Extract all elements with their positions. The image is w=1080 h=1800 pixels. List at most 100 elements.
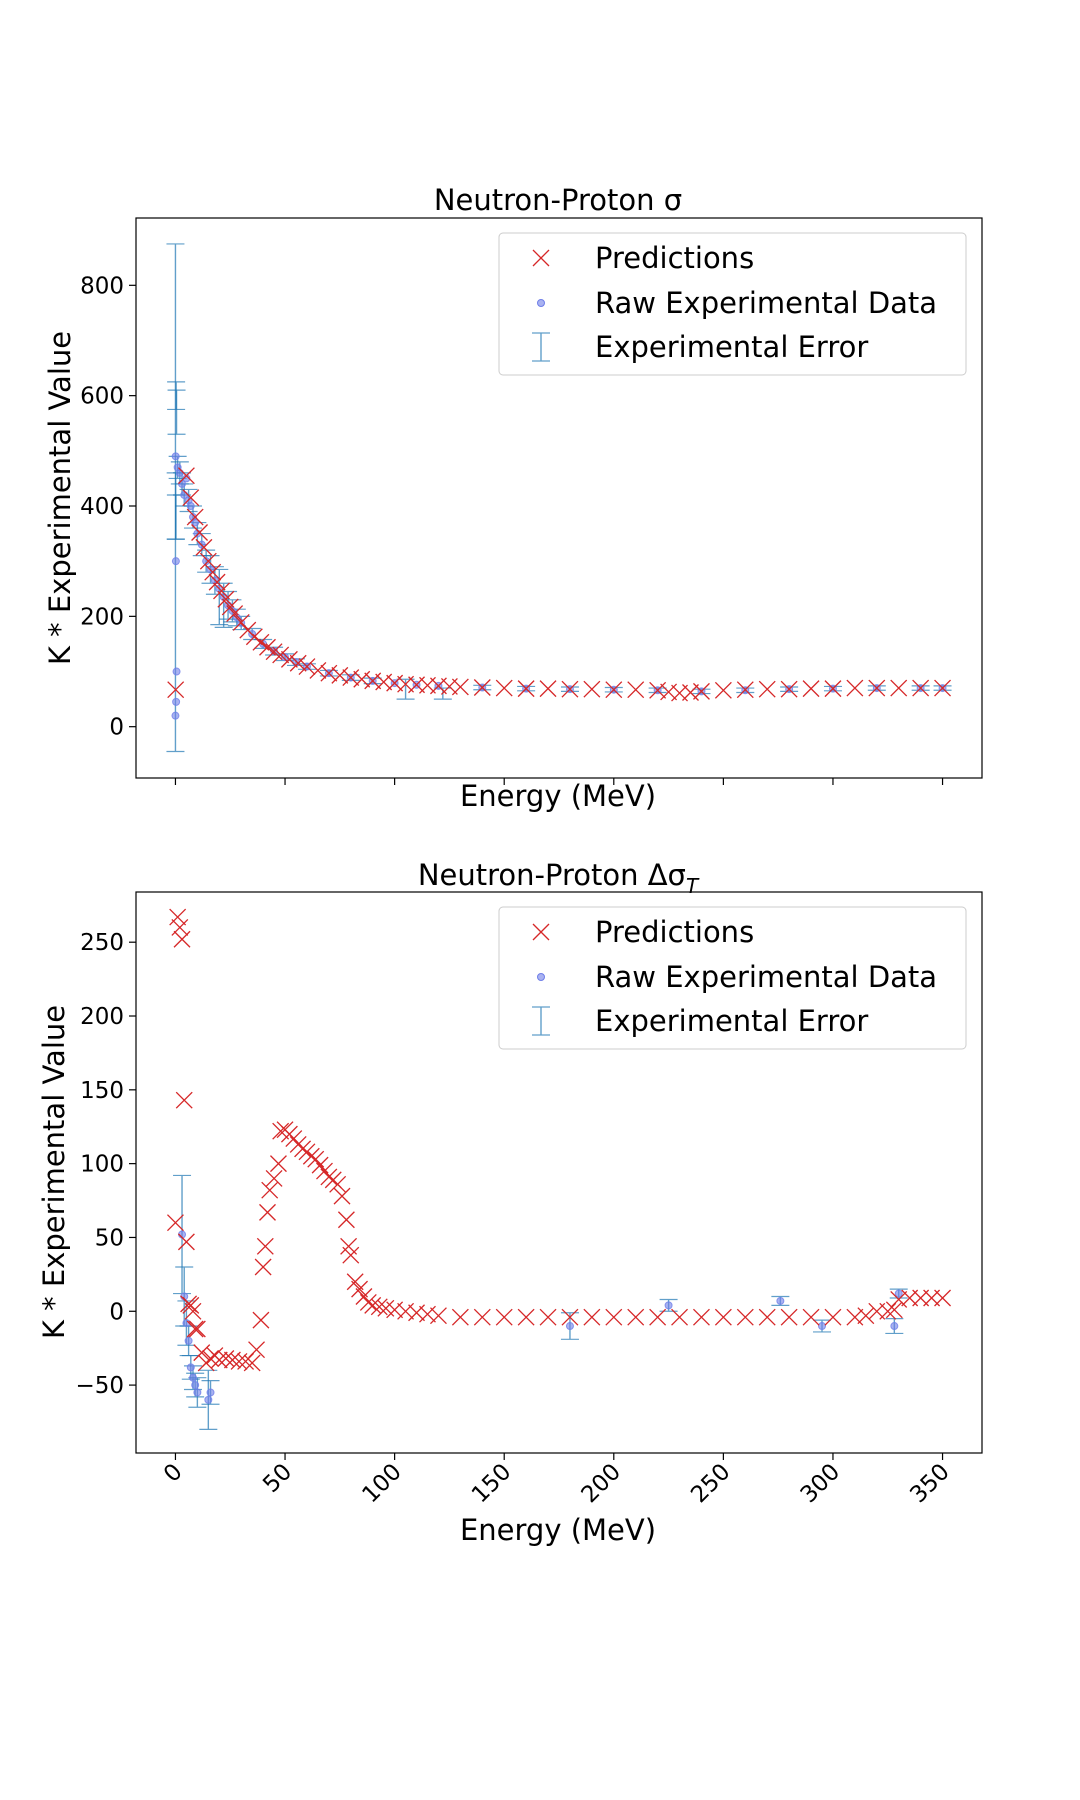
prediction-marker	[265, 1169, 283, 1187]
prediction-marker	[495, 1308, 513, 1326]
prediction-marker	[693, 682, 710, 700]
prediction-marker	[429, 1307, 447, 1325]
legend: Predictions Raw Experimental Data Experi…	[498, 906, 967, 1050]
prediction-marker	[868, 679, 886, 697]
prediction-marker	[714, 681, 732, 699]
prediction-marker	[780, 680, 798, 698]
raw-data-point	[172, 697, 181, 706]
prediction-marker	[934, 679, 952, 697]
raw-data-point	[281, 653, 290, 662]
prediction-marker	[583, 1308, 601, 1326]
y-tick-label: 800	[80, 273, 124, 299]
prediction-marker	[736, 681, 754, 699]
prediction-marker	[280, 650, 298, 668]
prediction-marker	[217, 1350, 235, 1367]
prediction-marker	[182, 489, 200, 507]
prediction-marker	[473, 679, 491, 696]
legend-label-predictions: Predictions	[595, 241, 754, 275]
legend-marker-error	[532, 332, 550, 362]
legend-label-predictions: Predictions	[595, 915, 754, 949]
x-tick-label: 0	[159, 1459, 188, 1488]
plot-area	[166, 908, 952, 1430]
prediction-marker	[671, 1308, 689, 1326]
prediction-marker	[386, 1301, 404, 1319]
y-tick-label: 50	[95, 1225, 124, 1251]
raw-data-point	[171, 711, 180, 720]
chart-panel-delta-sigma-t: Neutron-Proton ΔσT −50 0 50 100 150 200 250 0 5…	[37, 858, 983, 1547]
prediction-marker	[191, 524, 209, 541]
prediction-marker	[232, 613, 250, 631]
raw-data-point	[206, 1388, 215, 1397]
raw-data-point	[186, 502, 195, 510]
prediction-marker	[359, 1293, 377, 1311]
prediction-marker	[846, 1308, 864, 1326]
x-tick-label: 300	[796, 1459, 845, 1508]
prediction-marker	[173, 930, 191, 948]
prediction-marker	[714, 1308, 732, 1326]
prediction-marker	[736, 1308, 754, 1326]
raw-data-point	[193, 1388, 202, 1397]
x-axis-ticks: 0 50 100 150 200 250 300 350	[159, 1453, 955, 1508]
y-tick-label: 250	[80, 930, 124, 956]
prediction-marker	[649, 1308, 667, 1326]
raw-data-point	[171, 557, 180, 566]
prediction-marker	[539, 1308, 557, 1326]
prediction-marker	[188, 1320, 206, 1338]
prediction-marker	[846, 679, 864, 697]
legend-dot-marker	[537, 299, 545, 307]
prediction-marker	[802, 680, 820, 698]
prediction-marker	[912, 679, 930, 697]
legend-marker-raw	[537, 299, 545, 307]
prediction-marker	[166, 1214, 184, 1232]
axes-frame	[135, 891, 983, 1454]
prediction-marker	[329, 1175, 347, 1193]
prediction-marker	[824, 680, 842, 698]
x-tick-label: 100	[357, 1459, 406, 1508]
y-tick-label: 400	[80, 494, 124, 520]
prediction-marker	[259, 1203, 276, 1221]
raw-data-point	[186, 1363, 195, 1372]
x-tick-label: 350	[905, 1459, 954, 1508]
raw-data-point	[172, 667, 181, 676]
raw-data-point	[191, 518, 200, 527]
raw-data-point	[202, 557, 211, 566]
y-axis-label: K * Experimental Value	[43, 331, 77, 665]
prediction-marker	[265, 643, 283, 661]
prediction-marker	[261, 1181, 279, 1199]
prediction-marker	[169, 908, 187, 926]
y-tick-label: 0	[109, 715, 124, 741]
prediction-marker	[364, 1296, 382, 1314]
y-tick-label: 0	[109, 1299, 124, 1325]
prediction-marker	[298, 658, 316, 676]
raw-data-point	[171, 452, 180, 461]
legend-errorbar-marker	[532, 332, 550, 362]
prediction-marker	[320, 664, 338, 682]
legend-marker-error	[532, 1006, 550, 1036]
legend-label-raw: Raw Experimental Data	[595, 286, 937, 320]
prediction-marker	[193, 1344, 211, 1362]
y-tick-label: −50	[75, 1373, 124, 1399]
prediction-marker	[397, 1302, 415, 1320]
prediction-marker	[331, 666, 349, 684]
prediction-marker	[177, 467, 195, 485]
raw-data-point	[184, 1336, 193, 1345]
prediction-marker	[186, 508, 204, 526]
prediction-marker	[199, 552, 217, 570]
raw-data-point	[818, 1322, 827, 1331]
prediction-marker	[254, 1258, 272, 1276]
legend-label-error: Experimental Error	[595, 1004, 868, 1038]
prediction-marker	[177, 1233, 195, 1251]
prediction-marker	[223, 1351, 241, 1369]
legend-x-marker	[532, 249, 550, 267]
prediction-marker	[346, 1273, 364, 1291]
prediction-marker	[561, 680, 579, 698]
prediction-marker	[248, 1341, 266, 1359]
prediction-marker	[226, 605, 244, 623]
y-axis-label: K * Experimental Value	[37, 1005, 71, 1339]
prediction-marker	[824, 1308, 842, 1326]
prediction-marker	[256, 1237, 274, 1255]
axes-frame	[135, 217, 983, 779]
prediction-marker	[195, 538, 213, 556]
prediction-marker	[272, 646, 290, 664]
prediction-marker	[890, 1291, 908, 1308]
